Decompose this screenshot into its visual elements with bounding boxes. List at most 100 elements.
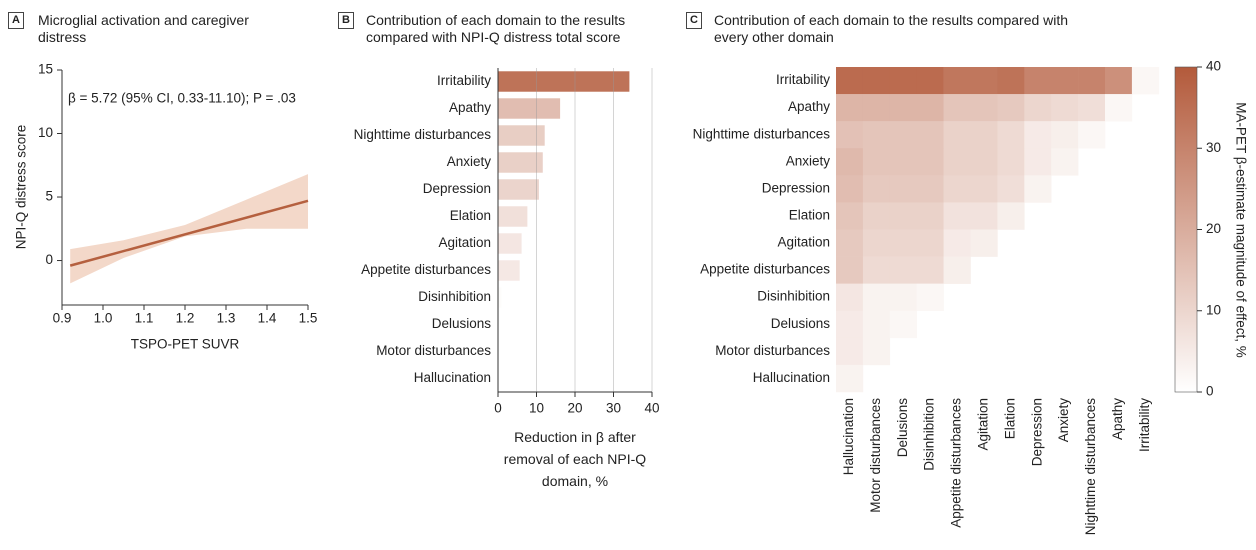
column-label: Elation <box>1002 398 1017 439</box>
annotation: β = 5.72 (95% CI, 0.33-11.10); P = .03 <box>68 91 296 106</box>
colorbar-tick-label: 20 <box>1206 221 1221 236</box>
heatmap-cell <box>862 67 891 95</box>
row-label: Disinhibition <box>757 289 830 304</box>
bar <box>497 179 539 200</box>
heatmap-cell <box>970 202 998 230</box>
heatmap-cell <box>862 337 891 366</box>
heatmap-cell <box>889 310 917 339</box>
y-tick-label: Hallucination <box>414 370 491 385</box>
column-label: Anxiety <box>1056 398 1071 443</box>
bar <box>497 98 561 119</box>
heatmap-cell <box>997 202 1025 230</box>
heatmap-cell <box>1024 121 1052 149</box>
heatmap-cell <box>836 337 864 366</box>
heatmap-cell <box>1105 67 1133 95</box>
heatmap-cell <box>1051 94 1079 122</box>
heatmap-cell <box>943 229 971 257</box>
x-tick-label: 1.0 <box>94 311 113 326</box>
colorbar-tick-label: 10 <box>1206 302 1221 317</box>
panel-title: Contribution of each domain to the resul… <box>714 12 1069 45</box>
y-tick-label: Motor disturbances <box>376 343 491 358</box>
column-label: Hallucination <box>841 398 856 475</box>
heatmap-cell <box>970 121 998 149</box>
bar <box>497 260 520 281</box>
heatmap-cell <box>1024 148 1052 176</box>
x-tick-label: 0 <box>494 401 502 416</box>
column-label: Apathy <box>1110 398 1125 440</box>
colorbar-tick-label: 0 <box>1206 384 1214 399</box>
heatmap-cell <box>997 67 1025 95</box>
heatmap-cell <box>836 148 864 176</box>
heatmap-cell <box>836 364 864 393</box>
heatmap-cell <box>943 256 971 284</box>
heatmap-cell <box>889 283 917 312</box>
colorbar <box>1174 66 1198 393</box>
row-label: Depression <box>762 180 830 195</box>
row-label: Delusions <box>771 316 831 331</box>
x-axis-label: TSPO-PET SUVR <box>131 337 240 352</box>
x-tick-label: 10 <box>529 401 544 416</box>
heatmap-cell <box>836 229 864 257</box>
heatmap-cell <box>862 94 891 122</box>
x-tick-label: 1.2 <box>176 311 195 326</box>
heatmap-cell <box>889 67 917 95</box>
heatmap-cell <box>1078 94 1106 122</box>
x-tick-label: 1.1 <box>135 311 154 326</box>
heatmap-cell <box>862 121 891 149</box>
heatmap-cell <box>862 310 891 339</box>
heatmap-cell <box>862 256 891 284</box>
heatmap-cell <box>997 121 1025 149</box>
y-tick-label: 0 <box>45 252 53 267</box>
heatmap-cell <box>836 94 864 122</box>
y-tick-label: Anxiety <box>447 154 492 169</box>
y-tick-label: Apathy <box>449 100 491 115</box>
heatmap-cell <box>889 256 917 284</box>
heatmap-cell <box>889 121 917 149</box>
heatmap-cell <box>916 67 944 95</box>
heatmap-cell <box>836 121 864 149</box>
x-axis-label: Reduction in β after removal of each NPI… <box>503 429 647 489</box>
heatmap-cell <box>916 175 944 203</box>
heatmap-cell <box>862 202 891 230</box>
heatmap-cell <box>1051 67 1079 95</box>
heatmap-cell <box>970 148 998 176</box>
colorbar-tick-label: 30 <box>1206 140 1221 155</box>
heatmap-cell <box>836 256 864 284</box>
x-tick-label: 1.5 <box>299 311 318 326</box>
y-tick-label: Irritability <box>437 73 491 88</box>
heatmap-cell <box>836 67 864 95</box>
row-label: Apathy <box>788 99 830 114</box>
y-tick-label: Disinhibition <box>418 289 491 304</box>
heatmap-cell <box>916 256 944 284</box>
heatmap-cell <box>970 175 998 203</box>
panel-label: C <box>686 12 702 29</box>
x-tick-label: 40 <box>644 401 659 416</box>
heatmap-cell <box>943 121 971 149</box>
heatmap-cell <box>889 175 917 203</box>
row-label: Elation <box>789 208 830 223</box>
heatmap-cell <box>1024 94 1052 122</box>
y-tick-label: Nighttime disturbances <box>354 127 492 142</box>
row-label: Motor disturbances <box>715 343 830 358</box>
heatmap-cell <box>862 175 891 203</box>
row-label: Nighttime disturbances <box>693 126 831 141</box>
heatmap-cell <box>862 229 891 257</box>
row-label: Irritability <box>776 72 830 87</box>
heatmap-cell <box>889 94 917 122</box>
heatmap-cell <box>889 202 917 230</box>
heatmap-cell <box>1131 67 1160 95</box>
heatmap-cell <box>836 310 864 339</box>
heatmap-cell <box>916 148 944 176</box>
heatmap-cell <box>836 175 864 203</box>
heatmap-cell <box>1051 148 1079 176</box>
bar <box>497 206 528 227</box>
row-label: Agitation <box>777 235 830 250</box>
heatmap-cell <box>916 94 944 122</box>
heatmap-cell <box>916 121 944 149</box>
heatmap-cell <box>943 148 971 176</box>
heatmap-cell <box>997 148 1025 176</box>
heatmap-cell <box>1105 94 1133 122</box>
panel-title: Contribution of each domain to the resul… <box>366 12 626 45</box>
column-label: Nighttime disturbances <box>1083 398 1098 536</box>
column-label: Agitation <box>976 398 991 451</box>
